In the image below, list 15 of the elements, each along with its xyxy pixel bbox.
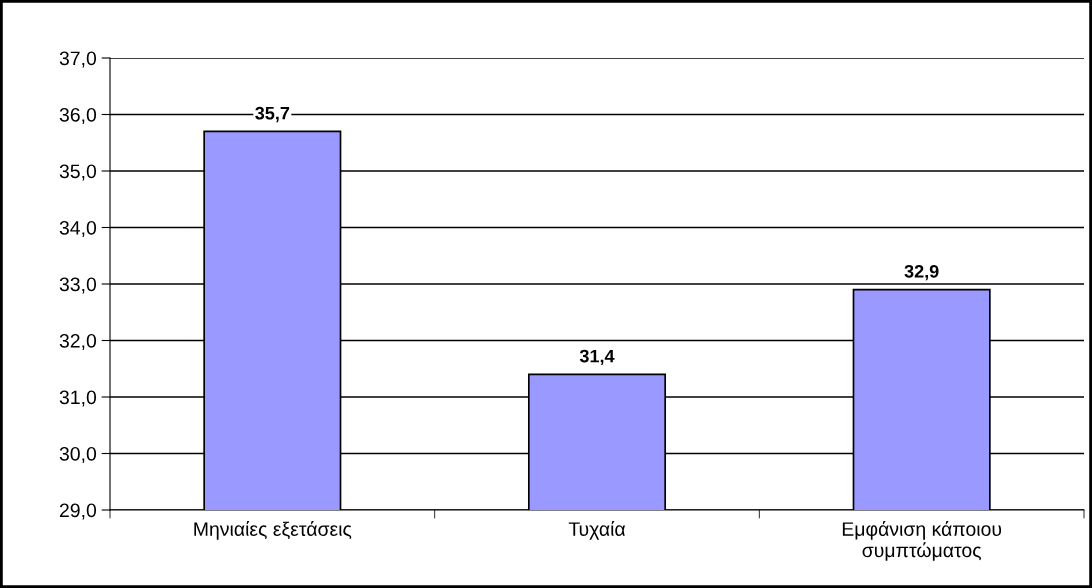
y-tick-label: 36,0 <box>59 107 97 125</box>
data-label: 32,9 <box>904 264 939 281</box>
data-label: 35,7 <box>255 106 290 123</box>
y-tick-label: 34,0 <box>59 220 97 238</box>
data-label: 31,4 <box>579 349 615 366</box>
y-tick-label: 33,0 <box>59 277 97 294</box>
y-tick-label: 30,0 <box>59 446 97 464</box>
y-tick-label: 35,0 <box>59 164 97 181</box>
y-tick-label: 32,0 <box>59 333 97 351</box>
x-tick-label: Εμφάνιση κάποιου συμπτώματος <box>842 521 1002 561</box>
y-tick-label: 37,0 <box>59 51 97 68</box>
x-tick-label: Μηνιαίες εξετάσεις <box>194 521 352 540</box>
y-tick-label: 31,0 <box>59 390 97 407</box>
x-tick-label: Τυχαία <box>568 521 626 540</box>
y-tick-label: 29,0 <box>59 503 97 520</box>
